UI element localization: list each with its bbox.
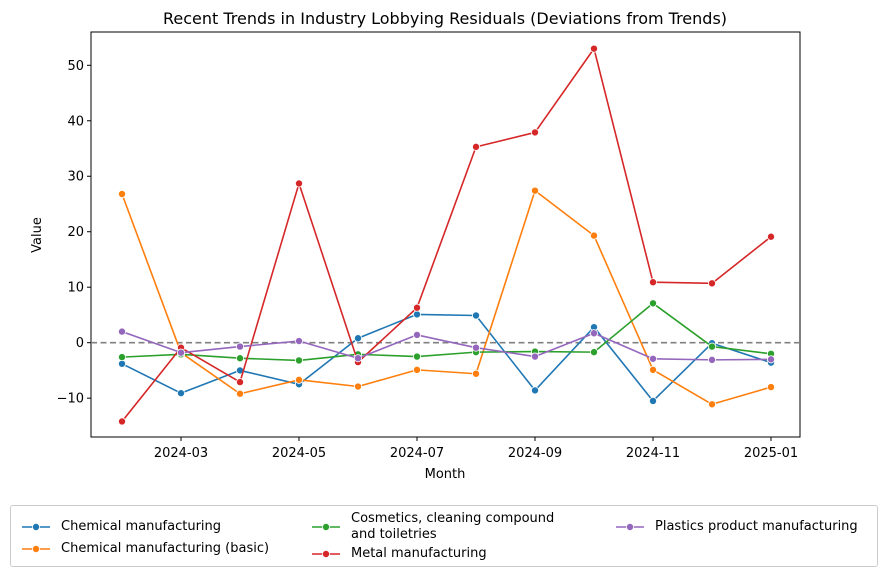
plot-area bbox=[90, 31, 801, 438]
data-point bbox=[708, 279, 717, 288]
legend-label: Chemical manufacturing (basic) bbox=[61, 541, 270, 556]
legend-swatch bbox=[22, 545, 50, 553]
data-point bbox=[649, 396, 658, 405]
series-line bbox=[121, 47, 772, 422]
legend-label: Plastics product manufacturing bbox=[655, 519, 858, 534]
data-point bbox=[767, 232, 776, 241]
legend-item: Cosmetics, cleaning compound and toiletr… bbox=[311, 511, 581, 543]
data-point bbox=[531, 128, 540, 137]
data-point bbox=[649, 299, 658, 308]
y-tick-label: 20 bbox=[67, 225, 84, 240]
data-point bbox=[235, 389, 244, 398]
data-point bbox=[471, 343, 480, 352]
data-point bbox=[590, 44, 599, 53]
chart: Recent Trends in Industry Lobbying Resid… bbox=[30, 9, 801, 482]
data-point bbox=[353, 354, 362, 363]
data-point bbox=[767, 355, 776, 364]
series-line bbox=[121, 302, 772, 362]
data-point bbox=[353, 334, 362, 343]
data-point bbox=[118, 189, 127, 198]
data-point bbox=[176, 348, 185, 357]
data-point bbox=[118, 353, 127, 362]
data-point bbox=[294, 179, 303, 188]
legend-item: Plastics product manufacturing bbox=[615, 519, 875, 535]
y-tick-label: −10 bbox=[57, 392, 84, 407]
data-point bbox=[294, 337, 303, 346]
chart-title: Recent Trends in Industry Lobbying Resid… bbox=[163, 9, 727, 28]
legend-label: Metal manufacturing bbox=[351, 546, 487, 561]
x-tick-label: 2024-09 bbox=[508, 446, 562, 461]
series-4 bbox=[118, 327, 776, 364]
legend-item: Metal manufacturing bbox=[311, 546, 581, 562]
x-tick-label: 2024-03 bbox=[154, 446, 208, 461]
series-line bbox=[121, 330, 772, 361]
series-line bbox=[121, 189, 772, 406]
data-point bbox=[235, 354, 244, 363]
data-point bbox=[235, 378, 244, 387]
legend-item: Chemical manufacturing (basic) bbox=[21, 541, 301, 557]
data-point bbox=[294, 356, 303, 365]
y-tick-label: 30 bbox=[67, 170, 84, 185]
x-tick-label: 2024-07 bbox=[390, 446, 444, 461]
data-point bbox=[590, 348, 599, 357]
legend-swatch bbox=[616, 523, 644, 531]
series-3 bbox=[118, 44, 776, 426]
data-point bbox=[708, 355, 717, 364]
data-point bbox=[471, 369, 480, 378]
data-point bbox=[531, 352, 540, 361]
x-tick-label: 2025-01 bbox=[744, 446, 798, 461]
data-point bbox=[649, 354, 658, 363]
data-point bbox=[649, 365, 658, 374]
x-axis-label: Month bbox=[425, 467, 466, 482]
data-point bbox=[649, 278, 658, 287]
legend-swatch bbox=[22, 523, 50, 531]
data-point bbox=[235, 342, 244, 351]
data-point bbox=[531, 386, 540, 395]
y-tick-label: 50 bbox=[67, 59, 84, 74]
legend-swatch bbox=[312, 550, 340, 558]
y-tick-label: 40 bbox=[67, 114, 84, 129]
data-point bbox=[590, 329, 599, 338]
series-0 bbox=[118, 310, 776, 405]
legend-label: Cosmetics, cleaning compound and toiletr… bbox=[351, 511, 555, 542]
y-tick-label: 0 bbox=[76, 336, 84, 351]
legend: Chemical manufacturing Chemical manufactu… bbox=[10, 505, 878, 567]
data-point bbox=[118, 359, 127, 368]
data-point bbox=[118, 417, 127, 426]
y-axis-label: Value bbox=[30, 217, 45, 253]
data-point bbox=[294, 375, 303, 384]
data-point bbox=[412, 303, 421, 312]
y-tick-label: 10 bbox=[67, 281, 84, 296]
x-tick-label: 2024-05 bbox=[272, 446, 326, 461]
data-point bbox=[708, 342, 717, 351]
data-point bbox=[412, 352, 421, 361]
data-point bbox=[118, 327, 127, 336]
legend-item: Chemical manufacturing bbox=[21, 519, 301, 535]
x-tick-label: 2024-11 bbox=[626, 446, 680, 461]
legend-label: Chemical manufacturing bbox=[61, 519, 222, 534]
data-point bbox=[767, 383, 776, 392]
data-point bbox=[412, 310, 421, 319]
legend-swatch bbox=[312, 523, 340, 531]
data-point bbox=[353, 382, 362, 391]
data-point bbox=[471, 142, 480, 151]
data-point bbox=[708, 400, 717, 409]
data-point bbox=[176, 389, 185, 398]
data-point bbox=[471, 311, 480, 320]
series-1 bbox=[118, 186, 776, 409]
data-point bbox=[590, 231, 599, 240]
series-line bbox=[121, 313, 772, 402]
data-point bbox=[412, 365, 421, 374]
data-point bbox=[531, 186, 540, 195]
data-point bbox=[412, 330, 421, 339]
